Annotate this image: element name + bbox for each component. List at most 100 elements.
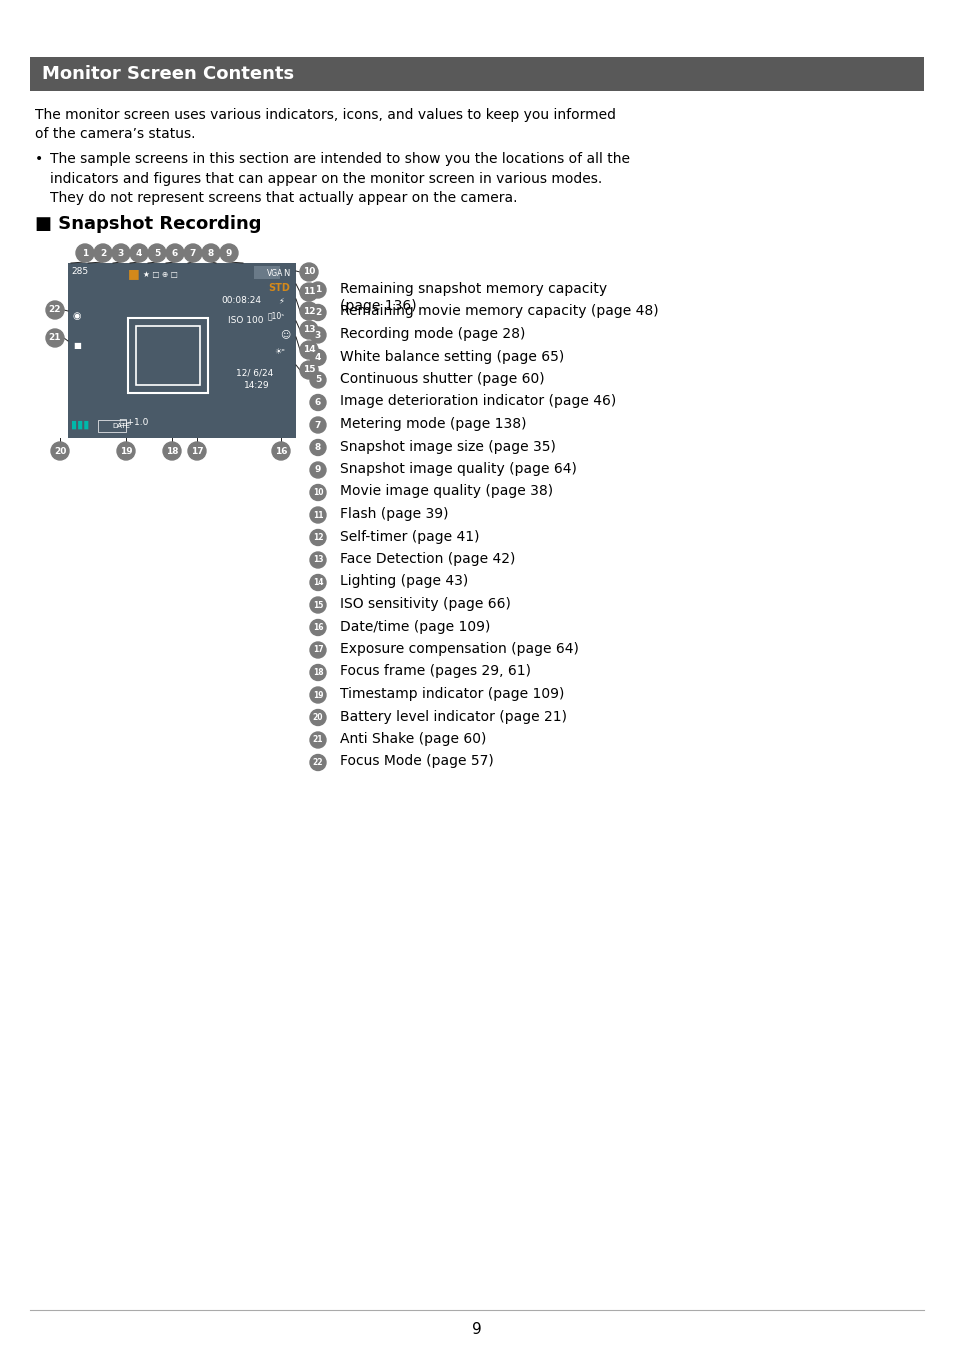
Text: Snapshot image size (page 35): Snapshot image size (page 35) — [339, 440, 556, 453]
Circle shape — [310, 529, 326, 546]
Circle shape — [310, 282, 326, 299]
Circle shape — [310, 731, 326, 748]
Text: 4: 4 — [135, 248, 142, 258]
Text: 9: 9 — [226, 248, 232, 258]
Circle shape — [310, 642, 326, 658]
FancyBboxPatch shape — [253, 266, 280, 280]
Text: Exposure compensation (page 64): Exposure compensation (page 64) — [339, 642, 578, 655]
Text: ☀ᵒ: ☀ᵒ — [274, 347, 285, 356]
Circle shape — [310, 461, 326, 478]
Text: 16: 16 — [274, 446, 287, 456]
Circle shape — [299, 284, 317, 301]
Text: 5: 5 — [314, 376, 321, 384]
Text: Snapshot image quality (page 64): Snapshot image quality (page 64) — [339, 461, 577, 476]
Text: 3: 3 — [314, 331, 321, 339]
Text: 3: 3 — [118, 248, 124, 258]
Circle shape — [310, 710, 326, 726]
Circle shape — [310, 687, 326, 703]
Text: 10: 10 — [313, 489, 323, 497]
Circle shape — [310, 327, 326, 343]
Text: ☺: ☺ — [280, 328, 290, 339]
Text: The monitor screen uses various indicators, icons, and values to keep you inform: The monitor screen uses various indicato… — [35, 109, 616, 141]
Text: 14: 14 — [313, 578, 323, 588]
Text: 8: 8 — [208, 248, 213, 258]
Text: 21: 21 — [313, 735, 323, 745]
Text: 20: 20 — [53, 446, 66, 456]
Text: Metering mode (page 138): Metering mode (page 138) — [339, 417, 526, 432]
Text: Self-timer (page 41): Self-timer (page 41) — [339, 529, 479, 544]
Text: 14:29: 14:29 — [244, 381, 270, 389]
Circle shape — [310, 484, 326, 501]
Text: Face Detection (page 42): Face Detection (page 42) — [339, 552, 515, 566]
Text: 15: 15 — [313, 601, 323, 609]
Circle shape — [310, 754, 326, 771]
Text: 9: 9 — [314, 465, 321, 475]
Text: 18: 18 — [313, 668, 323, 677]
Circle shape — [310, 574, 326, 590]
Text: Battery level indicator (page 21): Battery level indicator (page 21) — [339, 710, 566, 723]
Text: 7: 7 — [314, 421, 321, 430]
Circle shape — [46, 328, 64, 347]
Circle shape — [117, 442, 135, 460]
Text: 20: 20 — [313, 712, 323, 722]
Text: White balance setting (page 65): White balance setting (page 65) — [339, 350, 563, 364]
Text: ◉: ◉ — [73, 311, 81, 322]
Text: 8: 8 — [314, 442, 321, 452]
Circle shape — [310, 372, 326, 388]
Text: STD: STD — [268, 284, 290, 293]
Text: 13: 13 — [302, 326, 314, 334]
Text: Date/time (page 109): Date/time (page 109) — [339, 620, 490, 634]
Text: 7: 7 — [190, 248, 196, 258]
Text: •: • — [35, 152, 43, 166]
Circle shape — [130, 244, 148, 262]
Circle shape — [299, 341, 317, 360]
Text: 1: 1 — [314, 285, 321, 294]
Text: 17: 17 — [191, 446, 203, 456]
Circle shape — [299, 322, 317, 339]
Circle shape — [299, 263, 317, 281]
Text: ⌛10ˢ: ⌛10ˢ — [268, 311, 285, 320]
Circle shape — [51, 442, 69, 460]
Text: DATE: DATE — [112, 423, 130, 429]
Text: Continuous shutter (page 60): Continuous shutter (page 60) — [339, 372, 544, 385]
Text: 11: 11 — [302, 288, 314, 296]
Text: 11: 11 — [313, 510, 323, 520]
Text: ■ Snapshot Recording: ■ Snapshot Recording — [35, 214, 261, 233]
Circle shape — [184, 244, 202, 262]
Text: 9: 9 — [472, 1323, 481, 1338]
Text: Recording mode (page 28): Recording mode (page 28) — [339, 327, 525, 341]
Text: 2: 2 — [100, 248, 106, 258]
Text: 12: 12 — [302, 307, 314, 315]
Text: ★ □ ⊕ □: ★ □ ⊕ □ — [143, 270, 177, 280]
Text: Remaining movie memory capacity (page 48): Remaining movie memory capacity (page 48… — [339, 304, 658, 319]
Text: N: N — [283, 269, 289, 278]
Text: 21: 21 — [49, 334, 61, 342]
Circle shape — [188, 442, 206, 460]
FancyBboxPatch shape — [30, 57, 923, 91]
Text: Anti Shake (page 60): Anti Shake (page 60) — [339, 731, 486, 746]
Text: □+1.0: □+1.0 — [118, 418, 149, 427]
Text: Focus frame (pages 29, 61): Focus frame (pages 29, 61) — [339, 665, 531, 678]
FancyBboxPatch shape — [68, 263, 295, 438]
Circle shape — [166, 244, 184, 262]
Circle shape — [310, 417, 326, 433]
Circle shape — [299, 361, 317, 379]
Text: 13: 13 — [313, 555, 323, 565]
Circle shape — [310, 620, 326, 635]
Circle shape — [94, 244, 112, 262]
Text: 4: 4 — [314, 353, 321, 362]
Text: ■: ■ — [73, 341, 81, 350]
Circle shape — [310, 304, 326, 320]
Circle shape — [163, 442, 181, 460]
Text: 17: 17 — [313, 646, 323, 654]
Text: Monitor Screen Contents: Monitor Screen Contents — [42, 65, 294, 83]
Circle shape — [310, 395, 326, 411]
Text: 6: 6 — [314, 398, 321, 407]
Text: 22: 22 — [313, 759, 323, 767]
Circle shape — [220, 244, 237, 262]
Text: 285: 285 — [71, 267, 88, 275]
Text: 16: 16 — [313, 623, 323, 632]
Circle shape — [76, 244, 94, 262]
Text: 15: 15 — [302, 365, 314, 375]
Circle shape — [299, 303, 317, 320]
